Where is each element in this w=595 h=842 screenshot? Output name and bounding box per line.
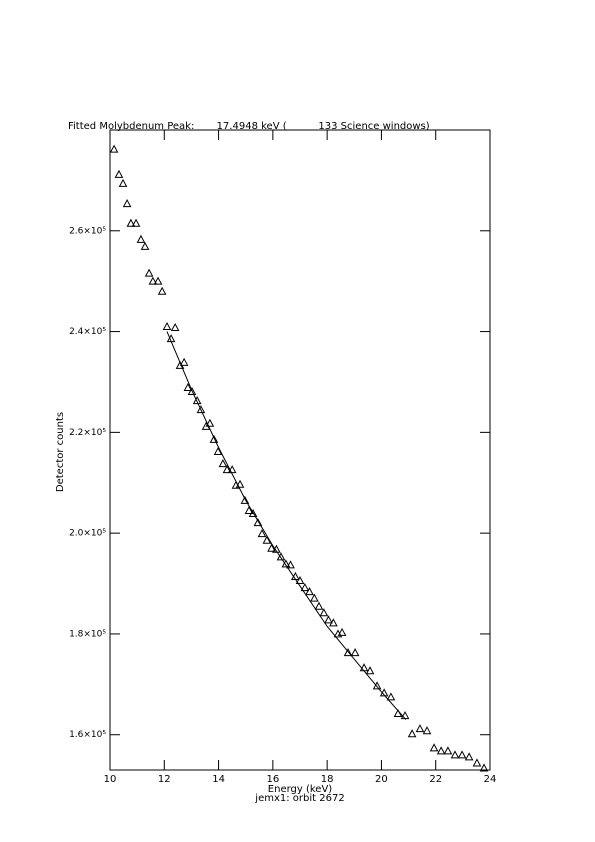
data-point xyxy=(343,648,353,657)
data-point xyxy=(472,758,482,767)
data-point xyxy=(162,321,172,331)
data-point xyxy=(244,505,254,514)
data-point xyxy=(126,218,136,227)
y-tick-label: 2.2×10⁵ xyxy=(69,428,106,438)
data-point xyxy=(407,729,417,738)
subtitle: jemx1: orbit 2672 xyxy=(254,793,344,804)
data-point xyxy=(253,518,263,527)
data-point xyxy=(122,199,132,208)
data-point xyxy=(300,583,310,592)
data-point xyxy=(248,508,258,517)
data-point xyxy=(153,276,163,285)
data-point xyxy=(192,396,202,405)
data-point xyxy=(179,357,189,366)
data-point xyxy=(443,746,453,755)
x-tick-label: 18 xyxy=(321,774,334,785)
x-tick-label: 12 xyxy=(158,774,171,785)
data-point xyxy=(286,560,295,569)
x-tick-label: 16 xyxy=(266,774,279,785)
data-point xyxy=(144,268,154,277)
data-point xyxy=(183,382,193,392)
data-point xyxy=(114,169,124,178)
plot-frame xyxy=(109,129,491,771)
data-point xyxy=(218,459,228,468)
data-point xyxy=(267,543,276,552)
y-tick-label: 1.8×10⁵ xyxy=(69,629,106,639)
data-point xyxy=(205,418,215,427)
data-point xyxy=(187,386,197,396)
data-point xyxy=(479,763,489,772)
x-tick-label: 24 xyxy=(484,774,497,785)
data-point xyxy=(415,724,425,733)
data-point xyxy=(281,559,291,568)
y-tick-label: 2.6×10⁵ xyxy=(69,226,106,236)
x-tick-label: 14 xyxy=(212,774,225,785)
x-tick-label: 20 xyxy=(375,774,388,785)
data-point xyxy=(310,593,319,602)
data-point xyxy=(170,322,180,332)
data-point xyxy=(196,405,206,414)
data-point xyxy=(337,627,347,636)
data-point xyxy=(319,608,329,617)
data-point xyxy=(235,479,245,488)
data-point xyxy=(262,535,272,544)
chart-title: Fitted Molybdenum Peak: 17.4948 keV ( 13… xyxy=(68,121,430,132)
data-point xyxy=(324,615,333,624)
data-point xyxy=(329,618,338,627)
y-tick-label: 2.4×10⁵ xyxy=(69,327,106,337)
data-point xyxy=(140,241,150,250)
data-point xyxy=(209,434,219,443)
data-point xyxy=(365,666,375,675)
y-tick-label: 2.0×10⁵ xyxy=(69,529,106,539)
data-point xyxy=(257,529,267,538)
x-tick-label: 10 xyxy=(104,774,117,785)
data-point xyxy=(227,465,237,474)
data-point xyxy=(213,446,223,456)
data-point xyxy=(148,276,158,285)
data-point xyxy=(314,601,324,610)
data-point xyxy=(429,743,439,752)
data-point xyxy=(436,746,446,755)
data-point xyxy=(276,552,286,561)
x-tick-label: 22 xyxy=(429,774,442,785)
data-point xyxy=(457,750,467,759)
data-point xyxy=(305,587,314,596)
data-point xyxy=(157,286,167,295)
data-point xyxy=(222,465,232,474)
data-point xyxy=(450,750,460,759)
data-point xyxy=(240,495,250,504)
data-point xyxy=(464,752,474,761)
data-point xyxy=(422,726,432,735)
data-point xyxy=(350,648,360,657)
data-point xyxy=(118,178,128,187)
data-point xyxy=(136,234,146,243)
y-tick-label: 1.6×10⁵ xyxy=(69,730,106,740)
data-point xyxy=(372,681,382,690)
fit-line xyxy=(166,331,407,720)
data-point xyxy=(109,144,119,153)
data-point xyxy=(131,218,141,227)
data-point xyxy=(386,692,396,701)
data-point xyxy=(295,575,305,585)
y-axis-label: Detector counts xyxy=(55,412,66,492)
x-axis-label: Energy (keV) xyxy=(268,784,333,795)
